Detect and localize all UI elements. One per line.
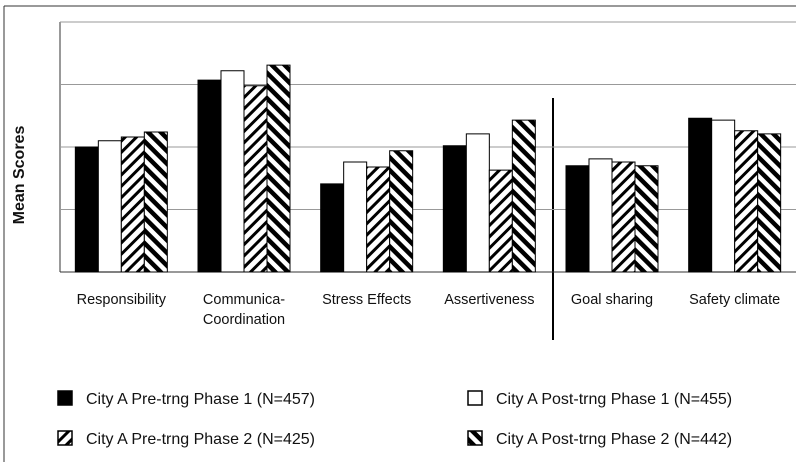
bar (488, 169, 513, 273)
bar (588, 158, 613, 273)
bar (74, 146, 99, 273)
bar (120, 136, 145, 273)
bar (634, 165, 659, 273)
x-tick-label: Assertiveness (444, 292, 535, 308)
bar (220, 70, 245, 273)
x-tick-label: Communica- Coordination (202, 292, 286, 328)
bar (97, 140, 122, 273)
bar (197, 79, 222, 273)
x-tick-label: Responsibility (76, 292, 167, 308)
x-tick-label: Goal sharing (570, 292, 654, 308)
bar (366, 166, 391, 273)
bar (511, 119, 536, 273)
legend-label: City A Pre-trng Phase 2 (N=425) (86, 431, 315, 448)
bar (266, 64, 291, 273)
legend-label: City A Post-trng Phase 1 (N=455) (496, 391, 732, 408)
bar (711, 119, 736, 273)
legend-swatch (57, 390, 73, 406)
bar (442, 145, 467, 273)
bar (734, 130, 759, 273)
bar (611, 161, 636, 273)
bar (320, 183, 345, 273)
x-tick-label: Stress Effects (322, 292, 412, 308)
bar (143, 131, 168, 273)
bar (389, 150, 414, 273)
bar (757, 133, 782, 273)
bar (565, 165, 590, 273)
x-tick-label: Safety climate (689, 292, 781, 308)
legend-swatch (467, 430, 483, 446)
bar (243, 85, 268, 273)
legend-label: City A Pre-trng Phase 1 (N=457) (86, 391, 315, 408)
legend-swatch (57, 430, 73, 446)
y-axis-label: Mean Scores (11, 126, 28, 225)
bar (688, 117, 713, 273)
bar (465, 133, 490, 273)
legend-swatch (467, 390, 483, 406)
bar (343, 161, 368, 273)
legend-label: City A Post-trng Phase 2 (N=442) (496, 431, 732, 448)
